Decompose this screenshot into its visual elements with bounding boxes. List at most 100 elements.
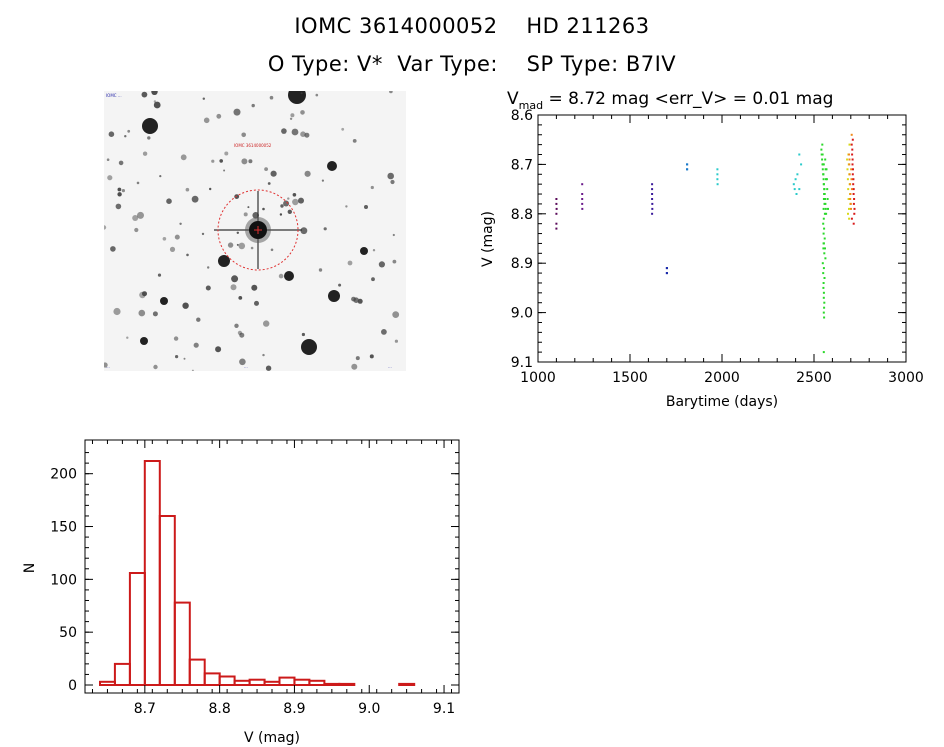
lc-point xyxy=(853,198,856,200)
lc-point xyxy=(821,262,824,265)
finder-star xyxy=(209,187,212,191)
finder-star xyxy=(369,354,374,359)
finder-bright-star-0 xyxy=(142,118,158,134)
histogram-bar xyxy=(308,679,326,687)
histogram-bar xyxy=(263,680,281,687)
finder-label-bottom-right: ... xyxy=(388,364,392,369)
lc-point xyxy=(822,217,825,220)
lc-point xyxy=(847,188,850,191)
finder-star xyxy=(251,284,258,291)
finder-star xyxy=(252,212,259,219)
finder-star xyxy=(394,339,398,343)
finder-bright-star-3 xyxy=(327,161,337,171)
finder-star xyxy=(265,365,272,371)
lc-point xyxy=(821,168,824,171)
lc-point xyxy=(822,178,825,181)
lc-point xyxy=(823,301,826,304)
lc-point xyxy=(555,222,558,225)
header-title-ids: IOMC 3614000052 HD 211263 xyxy=(294,14,650,38)
finder-star xyxy=(106,158,110,161)
light-curve-chart: Vmad = 8.72 mag <err_V> = 0.01 mag 1000 1… xyxy=(480,89,924,410)
finder-star xyxy=(234,323,239,328)
histogram-bar xyxy=(338,682,356,686)
finder-star xyxy=(247,206,250,209)
finder-star xyxy=(364,205,368,209)
lc-point xyxy=(822,272,825,275)
finder-star xyxy=(300,227,308,235)
lc-point xyxy=(847,198,850,200)
hist-ytick-label: 150 xyxy=(50,520,77,536)
finder-star xyxy=(347,260,353,266)
lc-point xyxy=(826,198,829,200)
lc-point xyxy=(555,202,558,205)
finder-star xyxy=(115,203,122,210)
finder-label-top-left: IOMC ... xyxy=(106,93,122,98)
hist-ytick-label: 0 xyxy=(68,678,77,694)
lc-point xyxy=(824,158,827,161)
finder-star xyxy=(387,172,395,180)
finder-star xyxy=(289,117,293,120)
lc-point xyxy=(792,183,795,186)
finder-star xyxy=(201,232,205,236)
lc-xtick-label: 2000 xyxy=(704,370,740,386)
lc-point xyxy=(798,153,801,156)
lc-point xyxy=(581,183,584,186)
lc-point xyxy=(822,296,825,299)
lc-point xyxy=(822,198,825,200)
lc-point xyxy=(822,311,825,314)
lc-point xyxy=(823,252,826,255)
lc-ytick-label: 8.8 xyxy=(511,207,533,223)
lc-point xyxy=(822,173,825,176)
finder-star xyxy=(355,356,360,361)
finder-star xyxy=(243,212,248,217)
finder-star xyxy=(372,249,376,252)
lc-point xyxy=(851,158,854,161)
lc-point xyxy=(651,202,654,205)
lc-point xyxy=(820,148,823,151)
light-curve-points xyxy=(555,133,856,354)
finder-star xyxy=(300,92,303,95)
lc-point xyxy=(823,227,826,230)
finder-star xyxy=(127,129,131,133)
lc-point xyxy=(851,163,854,166)
title-v: V xyxy=(507,89,519,109)
histogram-bar xyxy=(323,682,341,686)
light-curve-ticks: 1000 1500 2000 2500 3000 8.6 8.7 8.8 8.9 9.0 9.1 xyxy=(511,108,924,386)
lc-point xyxy=(850,168,853,171)
hist-ytick-label: 50 xyxy=(59,625,77,641)
finder-star xyxy=(193,342,199,348)
histogram-frame xyxy=(84,439,460,694)
finder-star xyxy=(231,275,239,283)
histogram-bar xyxy=(128,572,146,686)
lc-point xyxy=(822,267,825,270)
header-title-types: O Type: V* Var Type: SP Type: B7IV xyxy=(267,52,677,76)
lc-point xyxy=(852,222,855,225)
lc-point xyxy=(716,183,719,186)
finder-star xyxy=(381,329,387,335)
title-subscript: mad xyxy=(519,99,543,112)
finder-star xyxy=(205,285,211,291)
lc-point xyxy=(795,193,798,195)
finder-star xyxy=(300,131,306,137)
finder-star xyxy=(292,198,299,206)
finder-star xyxy=(137,211,144,219)
finder-bright-star-4 xyxy=(218,255,230,267)
finder-star xyxy=(191,195,199,203)
finder-star xyxy=(236,243,239,246)
lc-point xyxy=(716,168,719,171)
lc-point xyxy=(822,286,825,289)
lc-point xyxy=(651,188,654,191)
light-curve-xlabel: Barytime (days) xyxy=(666,394,778,410)
lc-point xyxy=(822,247,825,250)
lc-point xyxy=(822,163,825,166)
lc-point xyxy=(846,178,849,181)
lc-point xyxy=(848,173,851,176)
histogram-chart: 8.7 8.8 8.9 9.0 9.1 0 50 100 150 200 V (mag) N xyxy=(22,439,460,746)
finder-star xyxy=(371,277,375,282)
lc-point xyxy=(824,198,826,200)
lc-point xyxy=(651,198,654,200)
finder-star xyxy=(338,283,342,287)
finder-star xyxy=(142,151,148,156)
lc-point xyxy=(823,237,826,240)
lc-point xyxy=(555,212,558,215)
